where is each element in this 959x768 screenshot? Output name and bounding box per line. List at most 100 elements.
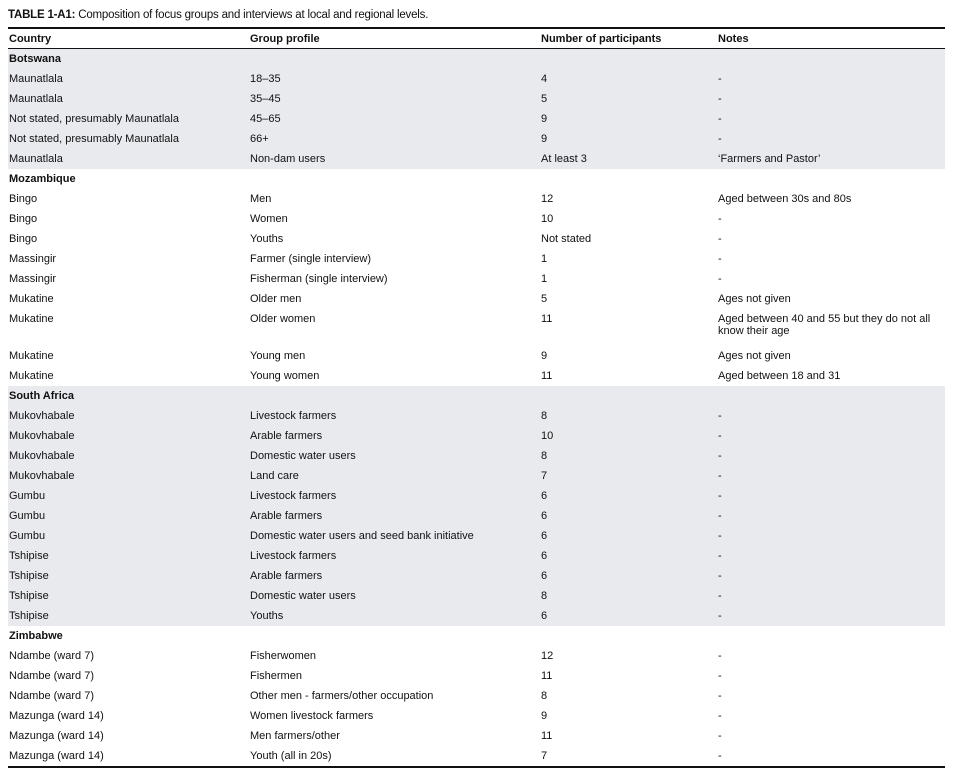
table-row: Gumbu Domestic water users and seed bank …: [8, 526, 945, 546]
cell-location: Maunatlala: [8, 89, 249, 109]
table-label: TABLE 1-A1:: [8, 9, 76, 21]
cell-notes: -: [717, 109, 945, 129]
cell-group-profile: Livestock farmers: [249, 486, 540, 506]
cell-notes: -: [718, 650, 722, 662]
cell-participants: 9: [541, 350, 548, 362]
cell-group-profile: Livestock farmers: [249, 406, 540, 426]
cell-group-profile: Young women: [250, 370, 320, 382]
table-row: Ndambe (ward 7) Fisherwomen 12 -: [8, 646, 945, 666]
table-row: Mukatine Young women 11 Aged between 18 and…: [8, 366, 945, 386]
cell-notes: -: [718, 253, 722, 265]
table-row: Ndambe (ward 7) Fishermen 11 -: [8, 666, 945, 686]
cell-group-profile: Older men: [250, 293, 302, 305]
table-row: Mukatine Older women 11 Aged between 40 and…: [8, 309, 945, 346]
table-caption: TABLE 1-A1: Composition of focus groups …: [8, 9, 428, 21]
cell-group-profile: Women: [250, 213, 288, 225]
table-row: Tshipise Livestock farmers 6-: [8, 546, 945, 566]
cell-location: Bingo: [9, 213, 38, 225]
cell-group-profile: 18–35: [249, 69, 540, 89]
table-row: Mukatine Young men 9 Ages not given: [8, 346, 945, 366]
cell-location: Gumbu: [8, 526, 249, 546]
cell-notes: -: [717, 546, 945, 566]
cell-participants: Not stated: [541, 233, 592, 245]
cell-notes: -: [717, 586, 945, 606]
cell-location: Tshipise: [8, 546, 249, 566]
header-notes: Notes: [718, 32, 749, 45]
cell-participants: 8: [540, 446, 717, 466]
cell-notes: -: [718, 710, 722, 722]
cell-notes: Aged between 30s and 80s: [718, 193, 852, 205]
cell-notes: -: [717, 69, 945, 89]
cell-group-profile: Arable farmers: [249, 506, 540, 526]
cell-group-profile: Farmer (single interview): [250, 253, 372, 265]
section-country: Zimbabwe: [9, 630, 63, 642]
cell-group-profile: Non-dam users: [249, 149, 540, 169]
cell-notes: -: [718, 690, 722, 702]
cell-participants: 8: [541, 690, 548, 702]
cell-participants: 6: [540, 506, 717, 526]
table-row: Tshipise Domestic water users 8-: [8, 586, 945, 606]
cell-participants: 6: [540, 546, 717, 566]
table-row: Mazunga (ward 14) Women livestock farmers…: [8, 706, 945, 726]
cell-notes: -: [717, 406, 945, 426]
cell-participants: 11: [541, 370, 553, 382]
cell-group-profile: Women livestock farmers: [250, 710, 374, 722]
cell-group-profile: Domestic water users: [249, 446, 540, 466]
section-country: Mozambique: [9, 173, 76, 185]
section-header-row: Zimbabwe: [8, 626, 945, 646]
table-row: Mukovhabale Land care 7-: [8, 466, 945, 486]
cell-notes: -: [717, 466, 945, 486]
cell-location: Mukovhabale: [8, 466, 249, 486]
cell-notes: -: [717, 426, 945, 446]
cell-location: Mazunga (ward 14): [9, 710, 104, 722]
cell-location: Tshipise: [8, 586, 249, 606]
cell-group-profile: 35–45: [249, 89, 540, 109]
cell-participants: 10: [540, 426, 717, 446]
cell-group-profile: Domestic water users and seed bank initi…: [249, 526, 540, 546]
cell-notes: -: [717, 526, 945, 546]
cell-notes: -: [717, 446, 945, 466]
table-row: Mukovhabale Domestic water users 8-: [8, 446, 945, 466]
cell-notes: -: [717, 506, 945, 526]
cell-group-profile: Fisherman (single interview): [250, 273, 388, 285]
cell-location: Ndambe (ward 7): [9, 690, 94, 702]
table-row: Maunatlala Non-dam users At least 3 ‘Farmer…: [8, 149, 945, 169]
cell-group-profile: 45–65: [249, 109, 540, 129]
cell-location: Mukovhabale: [8, 426, 249, 446]
cell-location: Ndambe (ward 7): [9, 670, 94, 682]
cell-group-profile: Arable farmers: [249, 426, 540, 446]
cell-location: Mukovhabale: [8, 446, 249, 466]
section-header-row: South Africa: [8, 386, 945, 406]
cell-group-profile: Youth (all in 20s): [250, 750, 332, 762]
cell-participants: 1: [541, 273, 548, 285]
cell-location: Mazunga (ward 14): [9, 750, 104, 762]
cell-participants: 6: [540, 606, 717, 626]
table-caption-text: Composition of focus groups and intervie…: [75, 9, 429, 21]
table-row: Bingo Men 12 Aged between 30s and 80s: [8, 189, 945, 209]
table-body: Botswana Maunatlala 18–35 4- Maunatlala 35–45…: [8, 48, 945, 767]
cell-location: Tshipise: [8, 566, 249, 586]
cell-location: Bingo: [9, 233, 38, 245]
table-row: Massingir Farmer (single interview) 1 -: [8, 249, 945, 269]
header-country: Country: [9, 32, 52, 45]
cell-participants: 5: [540, 89, 717, 109]
cell-participants: 8: [540, 586, 717, 606]
cell-notes: Ages not given: [718, 350, 791, 362]
cell-location: Mukatine: [9, 370, 54, 382]
cell-group-profile: Arable farmers: [249, 566, 540, 586]
cell-participants: 6: [540, 486, 717, 506]
cell-participants: 6: [540, 526, 717, 546]
cell-participants: 12: [541, 193, 554, 205]
participants-table: Country Group profile Number of particip…: [8, 27, 945, 768]
cell-participants: 1: [541, 253, 548, 265]
cell-participants: 11: [541, 670, 553, 682]
cell-participants: 9: [540, 129, 717, 149]
cell-notes: -: [718, 730, 722, 742]
cell-participants: 9: [541, 710, 548, 722]
cell-group-profile: Men farmers/other: [250, 730, 340, 742]
cell-notes: Aged between 18 and 31: [718, 370, 841, 382]
cell-group-profile: Youths: [249, 606, 540, 626]
cell-location: Bingo: [9, 193, 38, 205]
cell-participants: 5: [541, 293, 548, 305]
section-header-row: Botswana: [8, 48, 945, 69]
